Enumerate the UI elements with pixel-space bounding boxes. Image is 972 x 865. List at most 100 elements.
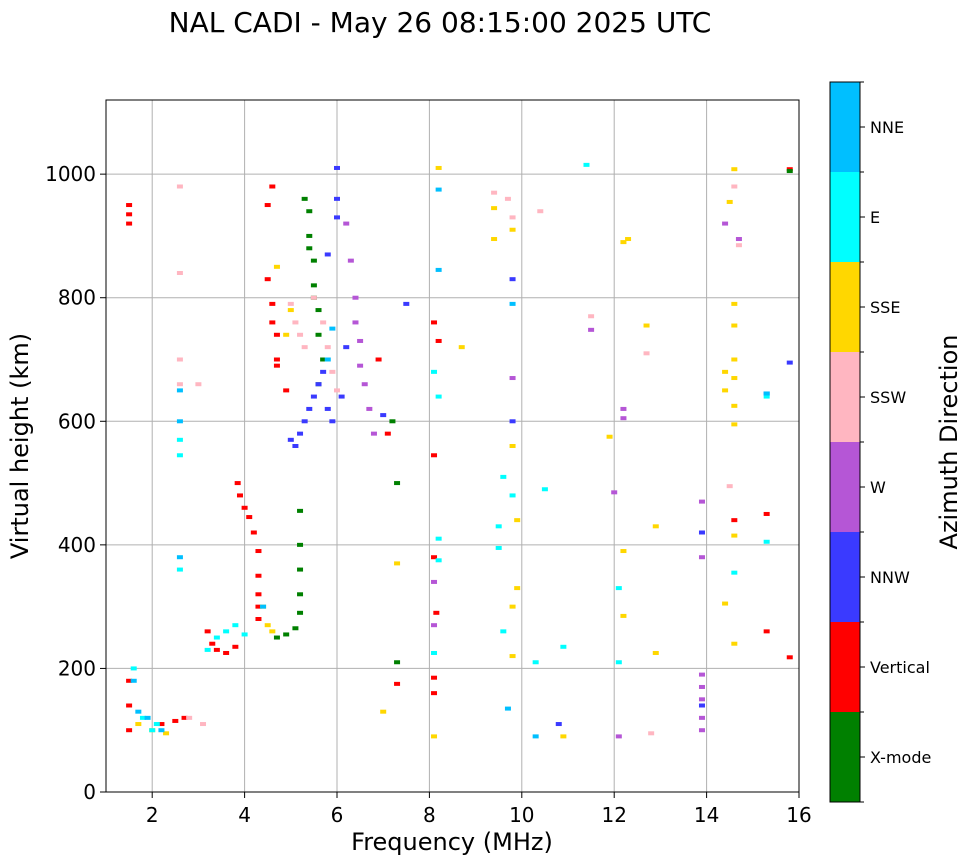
data-point-e — [431, 369, 438, 374]
colorbar-tick-label: X-mode — [870, 748, 931, 767]
data-point-nne — [329, 326, 336, 331]
data-point-w — [431, 623, 438, 628]
data-point-x-mode — [292, 626, 299, 631]
data-point-w — [370, 431, 377, 436]
data-point-sse — [620, 613, 627, 618]
data-point-x-mode — [301, 196, 308, 201]
data-point-ssw — [731, 184, 738, 189]
data-point-ssw — [297, 332, 304, 337]
data-point-nnw — [698, 703, 705, 708]
data-point-nnw — [509, 277, 516, 282]
data-point-x-mode — [297, 508, 304, 513]
data-point-nne — [509, 301, 516, 306]
data-point-vertical — [255, 617, 262, 621]
data-point-vertical — [250, 530, 257, 535]
data-point-w — [698, 684, 705, 689]
data-point-sse — [731, 376, 738, 381]
y-tick-label: 0 — [83, 780, 96, 804]
colorbar-segment — [830, 82, 860, 172]
data-point-nne — [135, 709, 142, 714]
colorbar-tick-label: E — [870, 208, 880, 227]
x-tick-label: 12 — [601, 803, 626, 827]
data-point-e — [149, 728, 156, 733]
data-point-vertical — [255, 573, 262, 578]
data-point-ssw — [287, 301, 294, 306]
data-point-vertical — [234, 481, 241, 486]
data-point-w — [366, 406, 373, 411]
data-point-x-mode — [315, 332, 322, 337]
data-point-vertical — [763, 511, 770, 516]
data-point-x-mode — [394, 660, 401, 665]
data-point-sse — [731, 403, 738, 408]
data-point-sse — [273, 264, 280, 269]
data-point-vertical — [384, 431, 391, 436]
data-point-sse — [620, 549, 627, 554]
data-point-nne — [763, 391, 770, 396]
data-point-sse — [283, 332, 290, 337]
colorbar-tick-label: SSE — [870, 298, 900, 317]
x-tick-label: 2 — [146, 803, 159, 827]
data-point-w — [588, 327, 595, 332]
colorbar-segment — [830, 352, 860, 442]
data-point-nnw — [287, 437, 294, 442]
data-point-sse — [560, 734, 567, 739]
data-point-sse — [458, 345, 465, 350]
data-point-vertical — [431, 675, 438, 680]
data-point-x-mode — [306, 246, 313, 251]
colorbar-segment — [830, 532, 860, 622]
data-point-ssw — [588, 314, 595, 319]
data-marks — [126, 162, 793, 739]
data-point-x-mode — [394, 481, 401, 486]
data-point-sse — [380, 709, 387, 714]
data-point-w — [620, 416, 627, 421]
data-point-sse — [264, 623, 271, 628]
data-point-x-mode — [306, 233, 313, 238]
data-point-ssw — [195, 382, 202, 387]
data-point-nne — [176, 388, 183, 393]
data-point-vertical — [264, 203, 271, 208]
data-point-x-mode — [786, 169, 793, 174]
data-point-nnw — [301, 419, 308, 424]
data-point-vertical — [213, 647, 220, 652]
plot-area — [106, 100, 799, 792]
colorbar-frame — [829, 81, 861, 803]
data-point-e — [232, 623, 239, 628]
data-point-ssw — [301, 345, 308, 350]
data-point-sse — [652, 524, 659, 529]
data-point-nnw — [786, 360, 793, 365]
data-point-nnw — [329, 419, 336, 424]
data-point-ssw — [509, 215, 516, 220]
data-point-e — [213, 635, 220, 640]
data-point-vertical — [158, 722, 165, 727]
data-point-e — [431, 650, 438, 655]
x-tick-label: 10 — [509, 803, 534, 827]
data-point-vertical — [255, 604, 262, 609]
colorbar-label: Azimuth Direction — [935, 335, 963, 550]
data-point-vertical — [273, 357, 280, 362]
data-point-vertical — [269, 320, 276, 325]
data-point-vertical — [126, 221, 133, 226]
data-point-nne — [324, 357, 331, 362]
data-point-sse — [643, 323, 650, 328]
data-point-ssw — [504, 196, 511, 201]
data-point-nnw — [343, 345, 350, 350]
x-axis-label: Frequency (MHz) — [351, 828, 553, 856]
data-point-nnw — [324, 252, 331, 257]
data-point-vertical — [431, 691, 438, 696]
data-point-vertical — [431, 555, 438, 560]
data-point-nnw — [310, 394, 317, 399]
data-point-nnw — [698, 530, 705, 535]
data-point-nne — [435, 187, 442, 192]
data-point-sse — [731, 323, 738, 328]
data-point-x-mode — [310, 283, 317, 288]
data-point-vertical — [731, 518, 738, 523]
colorbar-segment — [830, 262, 860, 352]
data-point-vertical — [126, 728, 133, 733]
data-point-ssw — [726, 484, 733, 489]
data-point-vertical — [375, 357, 382, 362]
data-point-e — [176, 567, 183, 572]
data-point-w — [620, 406, 627, 411]
colorbar-tick-label: SSW — [870, 388, 906, 407]
data-point-sse — [731, 301, 738, 306]
